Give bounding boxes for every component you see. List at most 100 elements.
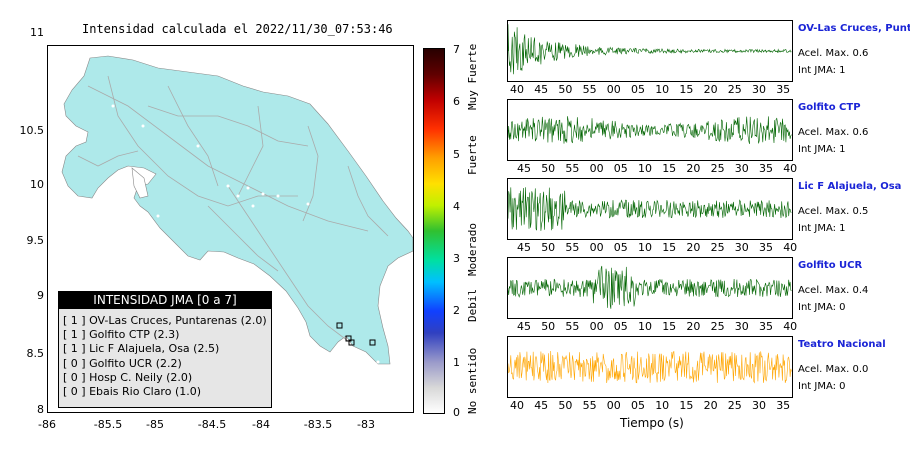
time-tick: 20 [686,241,701,254]
time-tick: 15 [662,320,677,333]
time-tick: 45 [534,399,549,412]
time-tick: 20 [703,83,718,96]
time-tick: 45 [517,320,531,333]
time-tick: 05 [613,162,628,175]
waveform-trace[interactable] [507,99,793,161]
legend-row: [ 0 ] Hosp C. Neily (2.0) [63,370,193,384]
colorbar-tick: 6 [453,95,460,108]
waveform-svg [508,187,792,231]
colorbar-label: Moderado [466,223,479,276]
nicoya-gulf [131,167,149,199]
time-tick: 30 [734,162,749,175]
station-markers [336,322,376,346]
legend-row: [ 1 ] OV-Las Cruces, Puntarenas (2.0) [63,314,267,327]
map-title: Intensidad calculada el 2022/11/30_07:53… [82,22,393,36]
legend-row: [ 0 ] Ebais Rio Claro (1.0) [63,384,202,398]
time-tick: 45 [517,162,531,175]
colorbar-tick: 7 [453,43,460,56]
legend-row: [ 1 ] Lic F Alajuela, Osa (2.5) [63,342,220,356]
time-tick: 25 [710,162,725,175]
time-tick: 15 [662,241,677,254]
jma-intensity: Int JMA: 1 [798,223,846,234]
town-markers [111,104,380,364]
time-tick: 40 [510,399,524,412]
lon-tick: -84 [252,418,270,431]
time-tick: 00 [589,162,604,175]
waveform-line [508,24,792,75]
jma-intensity: Int JMA: 1 [798,144,846,155]
legend-row: [ 0 ] Golfito UCR (2.2) [63,356,182,370]
time-tick: 15 [679,399,694,412]
intensity-colorbar [423,48,445,414]
lat-tick: 11 [30,26,44,39]
station-name: Lic F Alajuela, Osa [798,181,902,192]
lon-tick: -83.5 [303,418,333,431]
time-tick: 05 [631,83,645,96]
station-name: Golfito UCR [798,260,863,271]
time-tick: 50 [541,162,556,175]
max-accel: Acel. Max. 0.0 [798,364,869,375]
time-tick: 30 [734,241,749,254]
time-tick: 00 [589,320,604,333]
colorbar-label: Muy Fuerte [466,43,479,110]
time-tick: 10 [638,241,652,254]
time-tick: 30 [752,83,766,96]
waveform-svg [508,350,792,384]
time-tick: 55 [565,320,580,333]
time-tick: 50 [558,83,573,96]
time-tick: 10 [638,320,652,333]
lon-tick: -85 [146,418,164,431]
waveform-line [508,187,792,231]
jma-intensity: Int JMA: 0 [798,381,846,392]
time-tick: 05 [631,399,645,412]
colorbar-tick: 5 [453,148,460,161]
time-tick: 00 [606,83,621,96]
time-tick: 55 [582,399,597,412]
legend-row: [ 1 ] Golfito CTP (2.3) [63,328,180,342]
colorbar-tick: 4 [453,200,460,213]
station-marker [336,322,343,329]
time-tick: 10 [638,162,652,175]
station-name: OV-Las Cruces, Puntar [798,23,910,34]
costa-rica-land [61,55,413,365]
time-tick: 50 [541,320,556,333]
time-tick: 35 [759,162,773,175]
time-tick: 05 [613,241,628,254]
lat-tick: 8.5 [26,347,45,360]
time-tick: 40 [783,162,798,175]
time-tick: 20 [703,399,718,412]
waveform-trace[interactable] [507,178,793,240]
time-tick: 45 [517,241,531,254]
time-tick: 35 [759,320,773,333]
time-tick: 35 [776,399,791,412]
station-name: Golfito CTP [798,102,861,113]
time-tick: 05 [613,320,628,333]
waveform-trace[interactable] [507,336,793,398]
colorbar-tick: 2 [453,304,460,317]
time-tick: 00 [606,399,621,412]
waveform-line [508,350,792,384]
road-network [77,75,389,342]
time-tick: 50 [558,399,573,412]
time-tick: 45 [534,83,549,96]
lon-tick: -85.5 [93,418,123,431]
time-tick: 55 [565,162,580,175]
time-tick: 15 [662,162,677,175]
lat-tick: 10.5 [19,124,45,137]
time-tick: 40 [783,241,798,254]
lat-tick: 9 [37,289,44,302]
colorbar-tick: 1 [453,356,460,369]
station-marker [369,339,376,346]
colorbar-label: No sentido [466,347,479,414]
time-tick: 25 [727,83,742,96]
colorbar-label: Debil [466,288,479,322]
legend-title: INTENSIDAD JMA [0 a 7] [59,292,271,309]
lon-tick: -84.5 [197,418,227,431]
time-tick: 35 [776,83,791,96]
time-tick: 20 [686,320,701,333]
waveform-trace[interactable] [507,20,793,82]
time-tick: 20 [686,162,701,175]
waveform-trace[interactable] [507,257,793,319]
time-tick: 30 [734,320,749,333]
lon-tick: -83 [357,418,375,431]
